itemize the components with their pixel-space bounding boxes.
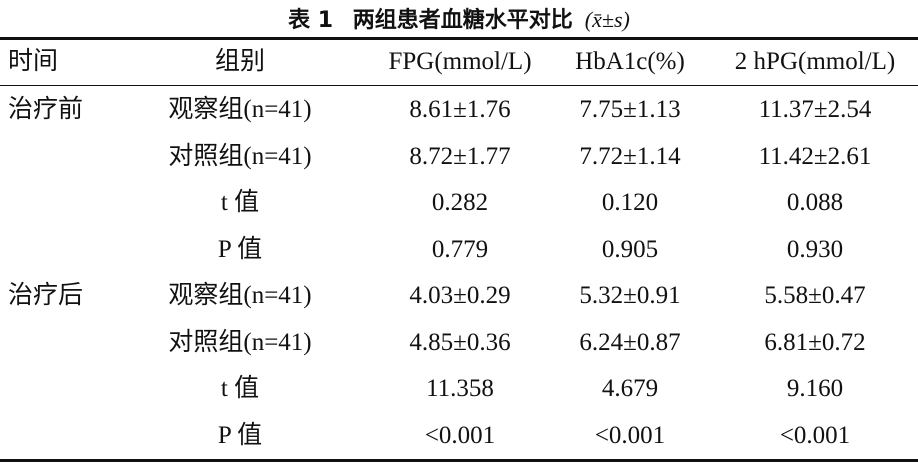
bottom-rule (0, 459, 918, 462)
value-cell: 5.32±0.91 (579, 282, 681, 309)
group-cell: P 值 (217, 235, 263, 263)
header-cell: FPG(mmol/L) (388, 48, 532, 75)
title-prefix: 表 1 (288, 8, 334, 33)
header-cell: 组别 (214, 48, 266, 75)
header-rule (0, 85, 918, 86)
value-cell: 11.358 (426, 375, 494, 402)
group-cell: 对照组(n=41) (168, 142, 312, 170)
value-cell: 8.72±1.77 (409, 142, 511, 170)
value-cell: 0.779 (431, 235, 489, 263)
title: 表 1 两组患者血糖水平对比 (x̄±s) (0, 2, 918, 34)
title-stat: (x̄±s) (584, 7, 630, 32)
value-cell: 5.58±0.47 (764, 282, 866, 309)
value-cell: 4.679 (601, 375, 659, 402)
value-cell: 7.72±1.14 (579, 142, 681, 170)
value-cell: 9.160 (786, 375, 844, 402)
group-cell: P 值 (217, 421, 263, 449)
period-cell: 治疗前 (8, 96, 84, 123)
header-cell: 2 hPG(mmol/L) (734, 48, 896, 75)
value-cell: 4.85±0.36 (409, 328, 511, 356)
value-cell: <0.001 (779, 421, 851, 449)
value-cell: <0.001 (594, 421, 666, 449)
group-cell: t 值 (220, 189, 260, 216)
title-text: 两组患者血糖水平对比 (352, 8, 573, 33)
value-cell: 6.81±0.72 (764, 328, 866, 356)
group-cell: t 值 (220, 375, 260, 402)
value-cell: 4.03±0.29 (409, 282, 511, 309)
header-cell: HbA1c(%) (575, 48, 685, 75)
value-cell: 0.282 (431, 189, 489, 216)
value-cell: 0.905 (601, 235, 659, 263)
value-cell: <0.001 (424, 421, 496, 449)
group-cell: 观察组(n=41) (168, 96, 312, 123)
value-cell: 0.120 (601, 189, 659, 216)
group-cell: 观察组(n=41) (168, 282, 312, 309)
value-cell: 7.75±1.13 (579, 96, 681, 123)
header-cell: 时间 (8, 48, 59, 75)
value-cell: 6.24±0.87 (579, 328, 681, 356)
value-cell: 0.088 (786, 189, 844, 216)
period-cell: 治疗后 (8, 282, 84, 309)
value-cell: 11.37±2.54 (758, 96, 872, 123)
group-cell: 对照组(n=41) (168, 328, 312, 356)
value-cell: 0.930 (786, 235, 844, 263)
value-cell: 11.42±2.61 (758, 142, 872, 170)
value-cell: 8.61±1.76 (409, 96, 511, 123)
top-rule (0, 37, 918, 40)
